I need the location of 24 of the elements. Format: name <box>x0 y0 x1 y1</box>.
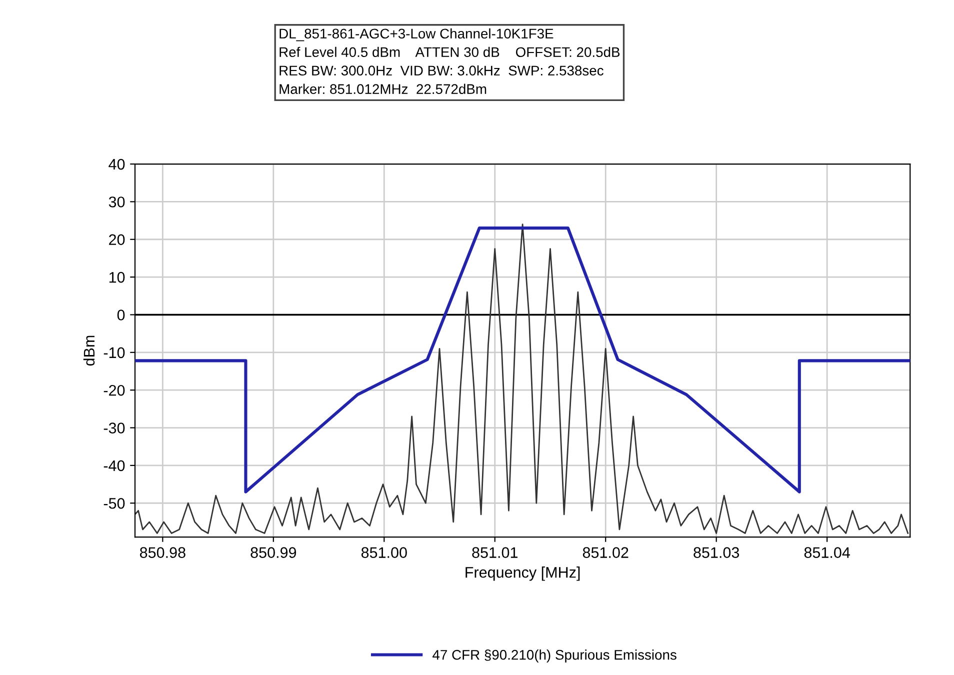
y-tick-label: -50 <box>104 498 125 509</box>
x-tick-label: 851.01 <box>472 547 518 558</box>
x-tick-label: 851.03 <box>694 547 740 558</box>
legend-label: 47 CFR §90.210(h) Spurious Emissions <box>432 650 676 662</box>
text: RES BW: 300.0Hz VID BW: 3.0kHz SWP: 2.538sec <box>280 65 604 76</box>
y-tick-label: 0 <box>117 310 125 320</box>
y-tick-label: 30 <box>108 196 125 208</box>
text: Ref Level 40.5 dBm ATTEN 30 dB OFFSET: 20.5dB <box>280 46 620 58</box>
x-tick-label: 850.98 <box>140 547 186 558</box>
x-tick-label: 851.02 <box>582 547 628 558</box>
y-tick-label: 40 <box>108 158 125 170</box>
x-tick-label: 850.99 <box>250 547 296 558</box>
x-tick-label: 851.00 <box>361 547 407 558</box>
x-axis-title: Frequency [MHz] <box>466 566 580 581</box>
y-tick-label: 20 <box>109 234 125 246</box>
y-tick-label: -10 <box>104 347 125 358</box>
chart-title: DL_851-861-AGC+3-Low Channel-10K1F3E <box>280 28 554 42</box>
text: Marker: 851.012MHz 22.572dBm <box>280 84 486 94</box>
y-tick-label: -40 <box>104 460 125 472</box>
y-tick-label: -30 <box>104 422 125 434</box>
y-tick-label: 10 <box>109 272 125 283</box>
y-tick-label: -20 <box>104 384 125 396</box>
x-tick-label: 851.04 <box>804 547 850 558</box>
y-axis-title: dBm <box>83 336 95 366</box>
